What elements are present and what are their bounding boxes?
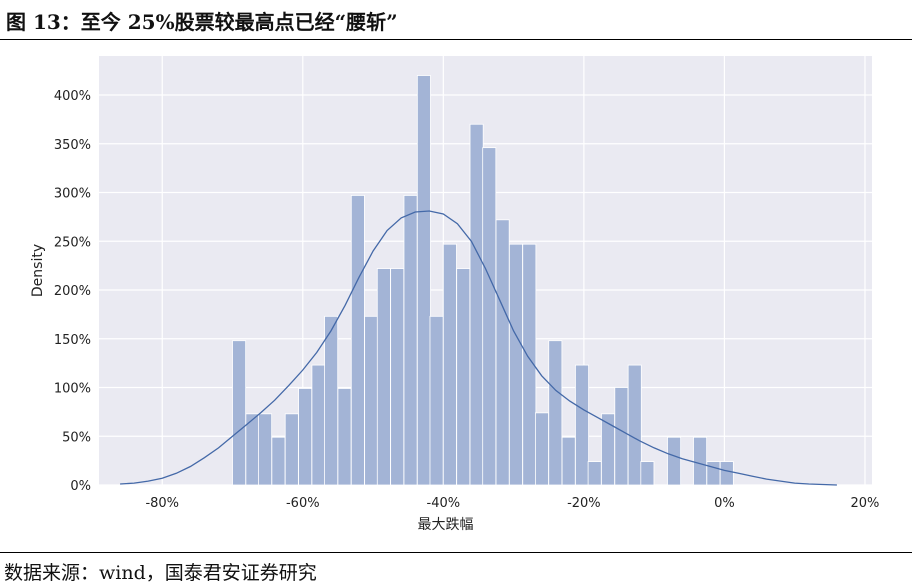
y-tick-label: 150% [54, 333, 91, 348]
histogram-bar [271, 436, 286, 486]
histogram-bar [561, 436, 576, 486]
histogram-chart: 0% 50% 100% 150% 200% 250% 300% 350% 400% -80% -6… [30, 56, 879, 533]
histogram-bar [693, 436, 708, 486]
histogram-bar [364, 315, 379, 486]
histogram-bar [429, 315, 444, 486]
x-tick-label: -60% [286, 496, 320, 511]
histogram-bar [706, 461, 721, 486]
histogram-bar [298, 388, 313, 486]
histogram-bar [337, 388, 352, 486]
y-tick-labels: 0% 50% 100% 150% 200% 250% 300% 350% 400% [54, 89, 91, 494]
histogram-bar [640, 461, 655, 486]
histogram-bar [719, 461, 734, 486]
y-tick-label: 0% [70, 479, 91, 494]
histogram-bar [442, 243, 457, 486]
histogram-bar [403, 195, 418, 486]
histogram-bar [601, 413, 615, 486]
title-divider [0, 39, 912, 40]
histogram-bar [376, 268, 391, 486]
histogram-bar [482, 147, 497, 486]
x-tick-label: 20% [851, 496, 880, 511]
y-tick-label: 300% [54, 187, 91, 202]
histogram-bar [284, 413, 299, 486]
histogram-bar [522, 243, 537, 486]
histogram-bar [667, 436, 682, 486]
histogram-bar [548, 340, 563, 486]
y-axis-label: Density [30, 244, 46, 297]
histogram-bar [245, 413, 260, 486]
histogram-bar [324, 315, 339, 486]
histogram-bar [627, 364, 642, 486]
y-tick-label: 350% [54, 138, 91, 153]
histogram-bar [456, 268, 471, 486]
histogram-bar [575, 364, 589, 486]
histogram-bar [587, 461, 602, 486]
x-tick-labels: -80% -60% -40% -20% 0% 20% [145, 496, 879, 511]
histogram-bar [614, 387, 629, 486]
histogram-bar [495, 219, 510, 486]
histogram-bar [469, 123, 484, 486]
source-note: 数据来源：wind，国泰君安证券研究 [4, 562, 317, 584]
source-divider [0, 552, 912, 553]
x-tick-label: -20% [567, 496, 601, 511]
histogram-bar [232, 340, 247, 486]
y-tick-label: 200% [54, 284, 91, 299]
histogram-bar [508, 243, 523, 486]
histogram-bar [311, 364, 326, 486]
x-tick-label: -80% [145, 496, 179, 511]
histogram-bars [232, 75, 734, 486]
histogram-bar [258, 413, 273, 486]
y-tick-label: 50% [62, 430, 91, 445]
histogram-bar [534, 412, 549, 486]
histogram-bar [350, 195, 365, 486]
y-tick-label: 100% [54, 382, 91, 397]
x-axis-label: 最大跌幅 [418, 517, 474, 533]
histogram-bar [390, 268, 405, 486]
y-tick-label: 400% [54, 89, 91, 104]
histogram-bar [416, 75, 431, 486]
kde-curve [120, 210, 837, 486]
x-tick-label: -40% [427, 496, 461, 511]
y-tick-label: 250% [54, 235, 91, 250]
x-tick-label: 0% [714, 496, 735, 511]
figure-title: 图 13：至今 25%股票较最高点已经“腰斩” [6, 10, 398, 34]
